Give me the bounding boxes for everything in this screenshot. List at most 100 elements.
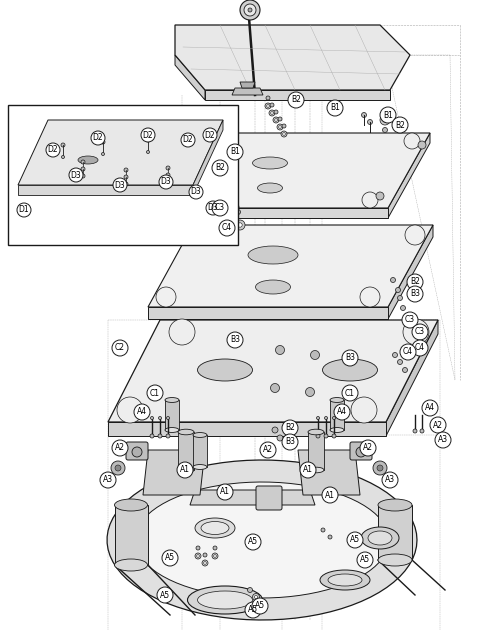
Bar — [330, 400, 344, 430]
Ellipse shape — [378, 554, 412, 566]
Circle shape — [212, 200, 228, 216]
Polygon shape — [175, 25, 410, 90]
Ellipse shape — [178, 467, 194, 473]
Circle shape — [310, 351, 320, 360]
Circle shape — [254, 596, 258, 598]
Circle shape — [274, 119, 278, 122]
Circle shape — [166, 417, 170, 420]
Circle shape — [204, 561, 206, 564]
Ellipse shape — [368, 531, 392, 545]
Circle shape — [233, 205, 237, 209]
Circle shape — [316, 434, 320, 438]
Polygon shape — [148, 307, 388, 319]
Text: A3: A3 — [385, 475, 395, 484]
Circle shape — [266, 104, 270, 108]
Circle shape — [203, 128, 217, 142]
Circle shape — [169, 319, 195, 345]
Ellipse shape — [178, 429, 194, 435]
Text: D2: D2 — [182, 135, 194, 144]
Circle shape — [321, 528, 325, 532]
Circle shape — [201, 225, 221, 245]
Text: B2: B2 — [395, 120, 405, 130]
Circle shape — [412, 340, 428, 356]
Circle shape — [166, 434, 170, 438]
Ellipse shape — [165, 427, 179, 432]
Circle shape — [265, 103, 271, 109]
Ellipse shape — [201, 522, 229, 534]
Text: A1: A1 — [180, 465, 190, 475]
Text: A1: A1 — [325, 491, 335, 499]
Bar — [8, 105, 238, 245]
Text: D3: D3 — [208, 203, 218, 213]
Circle shape — [282, 434, 298, 450]
Circle shape — [332, 434, 336, 438]
Circle shape — [403, 319, 429, 345]
Circle shape — [316, 417, 320, 420]
Bar — [308, 432, 324, 470]
Circle shape — [206, 201, 220, 215]
Circle shape — [134, 404, 150, 420]
Circle shape — [405, 225, 425, 245]
Circle shape — [277, 435, 283, 441]
Polygon shape — [115, 505, 148, 565]
Circle shape — [231, 203, 239, 211]
Circle shape — [324, 434, 328, 438]
Circle shape — [111, 461, 125, 475]
Text: D3: D3 — [70, 170, 82, 180]
Circle shape — [420, 429, 424, 433]
Circle shape — [248, 587, 252, 592]
Circle shape — [278, 126, 281, 128]
Ellipse shape — [320, 570, 370, 590]
Circle shape — [422, 400, 438, 416]
Circle shape — [113, 178, 127, 192]
Circle shape — [248, 8, 252, 12]
Circle shape — [202, 560, 208, 566]
Text: C2: C2 — [115, 344, 125, 353]
Circle shape — [351, 397, 377, 423]
Text: B3: B3 — [285, 437, 295, 446]
Circle shape — [418, 141, 426, 149]
Circle shape — [189, 185, 203, 199]
Circle shape — [362, 192, 378, 208]
Ellipse shape — [361, 527, 399, 549]
Circle shape — [217, 484, 233, 500]
Circle shape — [132, 447, 142, 457]
Circle shape — [150, 417, 154, 420]
Circle shape — [277, 124, 283, 130]
Ellipse shape — [165, 398, 179, 403]
Ellipse shape — [198, 359, 252, 381]
Ellipse shape — [248, 246, 298, 264]
Circle shape — [282, 124, 286, 128]
Text: D2: D2 — [204, 130, 216, 139]
Circle shape — [81, 167, 85, 171]
Circle shape — [276, 346, 284, 354]
Text: A1: A1 — [220, 487, 230, 496]
FancyBboxPatch shape — [256, 486, 282, 510]
Circle shape — [342, 385, 358, 401]
Text: C3: C3 — [415, 327, 425, 337]
Text: B1: B1 — [230, 147, 240, 156]
Text: A5: A5 — [360, 556, 370, 565]
Circle shape — [227, 332, 243, 348]
Ellipse shape — [322, 359, 378, 381]
Polygon shape — [388, 133, 430, 218]
Circle shape — [222, 127, 226, 130]
Circle shape — [177, 462, 193, 478]
Circle shape — [382, 127, 388, 132]
Circle shape — [282, 133, 286, 135]
Circle shape — [272, 427, 278, 433]
Ellipse shape — [258, 183, 282, 193]
Circle shape — [300, 462, 316, 478]
Polygon shape — [18, 185, 193, 195]
Circle shape — [146, 151, 150, 153]
Circle shape — [244, 4, 256, 16]
Circle shape — [203, 553, 207, 557]
Circle shape — [270, 103, 274, 107]
Ellipse shape — [328, 574, 362, 586]
Text: A5: A5 — [255, 601, 265, 610]
Text: C4: C4 — [222, 223, 232, 232]
Bar — [178, 432, 194, 470]
Text: B3: B3 — [410, 289, 420, 299]
Circle shape — [398, 360, 402, 365]
Text: B3: B3 — [230, 335, 240, 344]
